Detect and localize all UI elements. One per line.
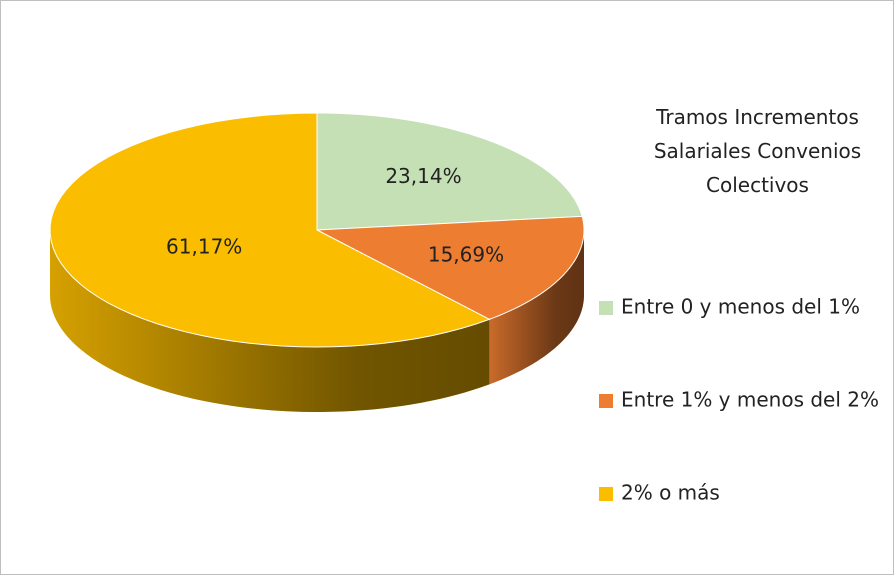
legend-label: 2% o más: [621, 481, 720, 505]
data-label: 61,17%: [166, 235, 242, 259]
chart-title: Tramos Incrementos Salariales Convenios …: [653, 105, 862, 197]
legend-swatch: [599, 301, 613, 315]
legend-label: Entre 0 y menos del 1%: [621, 295, 860, 319]
data-label: 23,14%: [385, 164, 461, 188]
slice: [49, 112, 491, 348]
legend-label: Entre 1% y menos del 2%: [621, 388, 879, 412]
slice-side-shade: [50, 230, 490, 412]
legend-swatch: [599, 394, 613, 408]
slice: [315, 215, 585, 320]
legend-swatch: [599, 487, 613, 501]
slice: [316, 112, 583, 231]
data-label: 15,69%: [428, 242, 504, 266]
slice-side-shade: [489, 230, 584, 385]
